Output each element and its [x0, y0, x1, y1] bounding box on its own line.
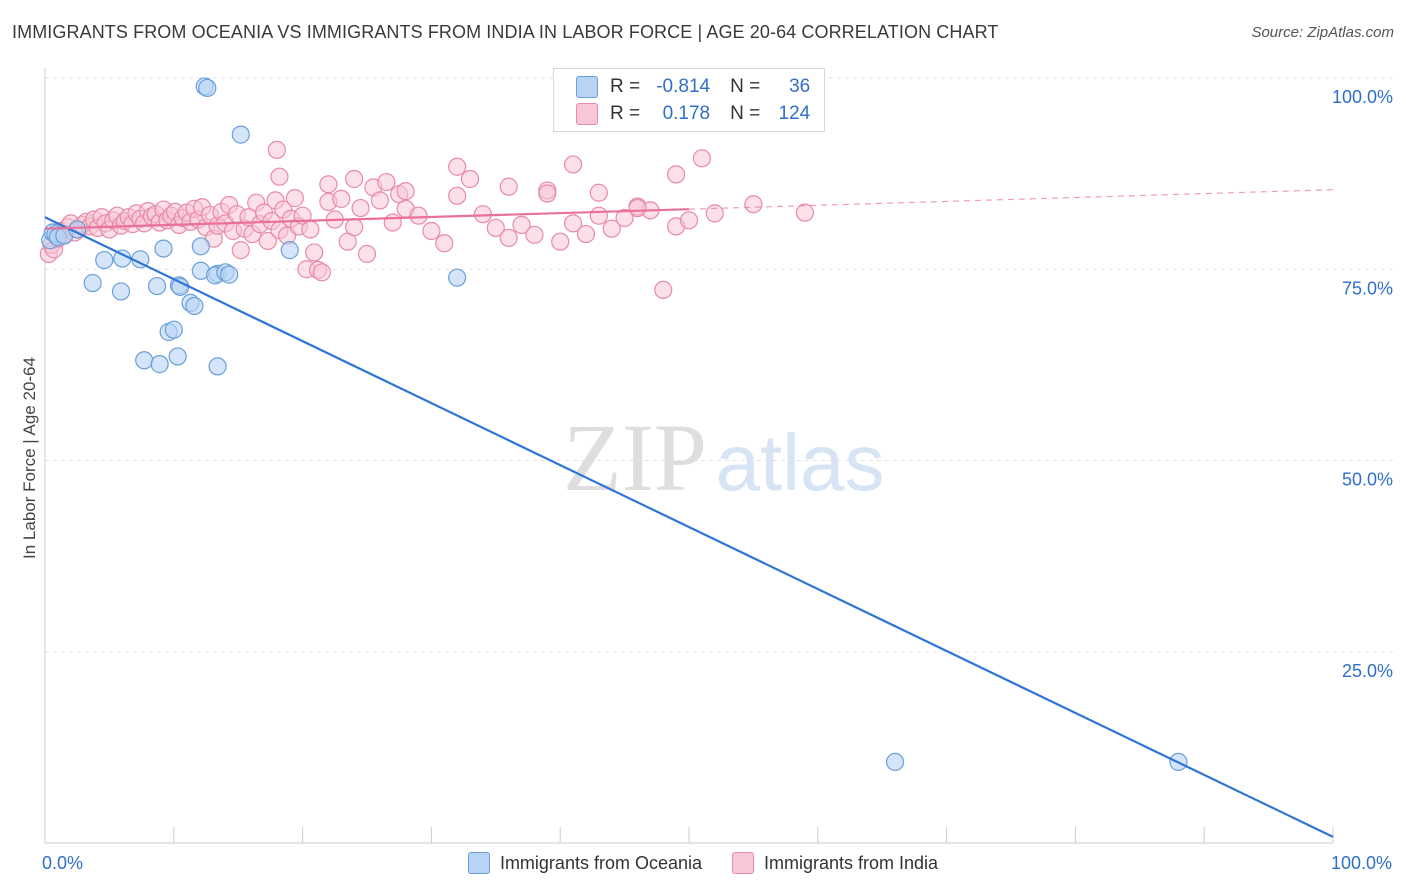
india-point	[396, 182, 415, 201]
oceania-point	[198, 78, 217, 98]
stats-box: R = -0.814 N = 36 R = 0.178 N = 124	[553, 68, 825, 132]
oceania-point	[135, 351, 154, 370]
india-point	[448, 157, 467, 176]
india-point	[486, 218, 505, 238]
legend-label-oceania: Immigrants from Oceania	[499, 852, 702, 873]
india-point	[538, 184, 557, 203]
n-label: N =	[730, 103, 761, 124]
india-point	[435, 234, 454, 253]
india-point	[312, 263, 332, 282]
india-point	[525, 225, 544, 244]
india-point	[448, 186, 467, 205]
y-tick-label: 50.0%	[1342, 470, 1393, 490]
india-point	[499, 177, 518, 196]
india-point	[795, 203, 815, 222]
chart-title: IMMIGRANTS FROM OCEANIA VS IMMIGRANTS FR…	[12, 22, 999, 42]
r-label: R =	[610, 103, 641, 124]
india-point	[383, 213, 402, 232]
india-point	[667, 165, 686, 184]
oceania-point	[164, 320, 183, 339]
legend-label-india: Immigrants from India	[764, 852, 939, 873]
india-n-value: 124	[778, 103, 811, 124]
india-point	[305, 243, 324, 262]
india-point	[563, 214, 583, 233]
india-point	[589, 206, 608, 225]
india-point	[270, 167, 289, 186]
india-point	[267, 140, 286, 160]
oceania-r-value: -0.814	[656, 76, 711, 97]
oceania-trend-line	[44, 216, 1334, 838]
india-point	[345, 218, 364, 237]
india-point	[615, 208, 634, 228]
india-point	[377, 172, 396, 192]
oceania-point	[191, 237, 210, 256]
india-point	[551, 232, 570, 251]
oceania-point	[168, 347, 187, 366]
oceania-point	[208, 357, 227, 376]
india-point	[460, 169, 480, 189]
india-point	[602, 219, 621, 238]
legend-item-india: Immigrants from India	[732, 852, 938, 874]
legend-swatch-oceania	[467, 852, 490, 874]
oceania-point	[154, 239, 173, 258]
stats-row-oceania: R = -0.814 N = 36	[576, 74, 810, 100]
india-point	[319, 175, 338, 194]
oceania-point	[185, 296, 204, 316]
oceania-point	[95, 250, 114, 270]
india-point	[370, 191, 389, 210]
india-trend-line	[44, 208, 690, 230]
legend-swatch-india	[732, 852, 754, 874]
oceania-point	[147, 276, 167, 296]
india-point	[351, 198, 370, 218]
y-tick-label: 75.0%	[1342, 278, 1393, 298]
oceania-point	[111, 282, 131, 301]
india-swatch	[576, 103, 598, 125]
india-point	[285, 189, 304, 208]
y-tick-label: 25.0%	[1342, 661, 1393, 681]
india-point	[744, 195, 763, 214]
watermark-atlas: atlas	[716, 418, 885, 507]
watermark-zip: ZIP	[563, 404, 707, 511]
india-point	[409, 206, 428, 225]
oceania-point	[150, 355, 169, 374]
oceania-point	[280, 241, 299, 260]
india-point	[692, 149, 711, 168]
india-point	[258, 231, 277, 251]
x-label-right: 100.0%	[1330, 853, 1392, 873]
oceania-point	[220, 265, 239, 284]
india-point	[301, 220, 320, 239]
india-point	[499, 228, 518, 247]
india-point	[332, 189, 351, 208]
oceania-point	[171, 277, 190, 296]
india-point	[589, 183, 608, 202]
india-point	[679, 211, 699, 230]
oceania-swatch	[576, 76, 598, 98]
india-point	[705, 204, 724, 223]
india-point	[576, 224, 596, 244]
india-point	[563, 155, 583, 174]
oceania-point	[885, 752, 905, 772]
y-tick-label: 100.0%	[1332, 87, 1393, 107]
oceania-point	[83, 273, 102, 293]
source-label: Source: ZipAtlas.com	[1251, 24, 1394, 41]
stats-row-india: R = 0.178 N = 124	[576, 101, 810, 127]
oceania-point	[231, 125, 250, 144]
n-label: N =	[730, 76, 761, 97]
legend-item-oceania: Immigrants from Oceania	[467, 852, 702, 874]
india-r-value: 0.178	[662, 103, 711, 124]
india-point	[628, 198, 647, 218]
india-point	[231, 241, 250, 260]
x-label-left: 0.0%	[42, 853, 84, 873]
india-trend-line-extrapolated	[688, 189, 1334, 210]
india-point	[345, 169, 364, 189]
r-label: R =	[610, 76, 641, 97]
india-point	[422, 221, 441, 241]
india-point	[512, 215, 531, 234]
legend: Immigrants from Oceania Immigrants from …	[0, 852, 1406, 874]
india-point	[654, 280, 673, 300]
oceania-point	[448, 268, 467, 287]
india-point	[357, 244, 377, 264]
oceania-n-value: 36	[789, 76, 811, 97]
